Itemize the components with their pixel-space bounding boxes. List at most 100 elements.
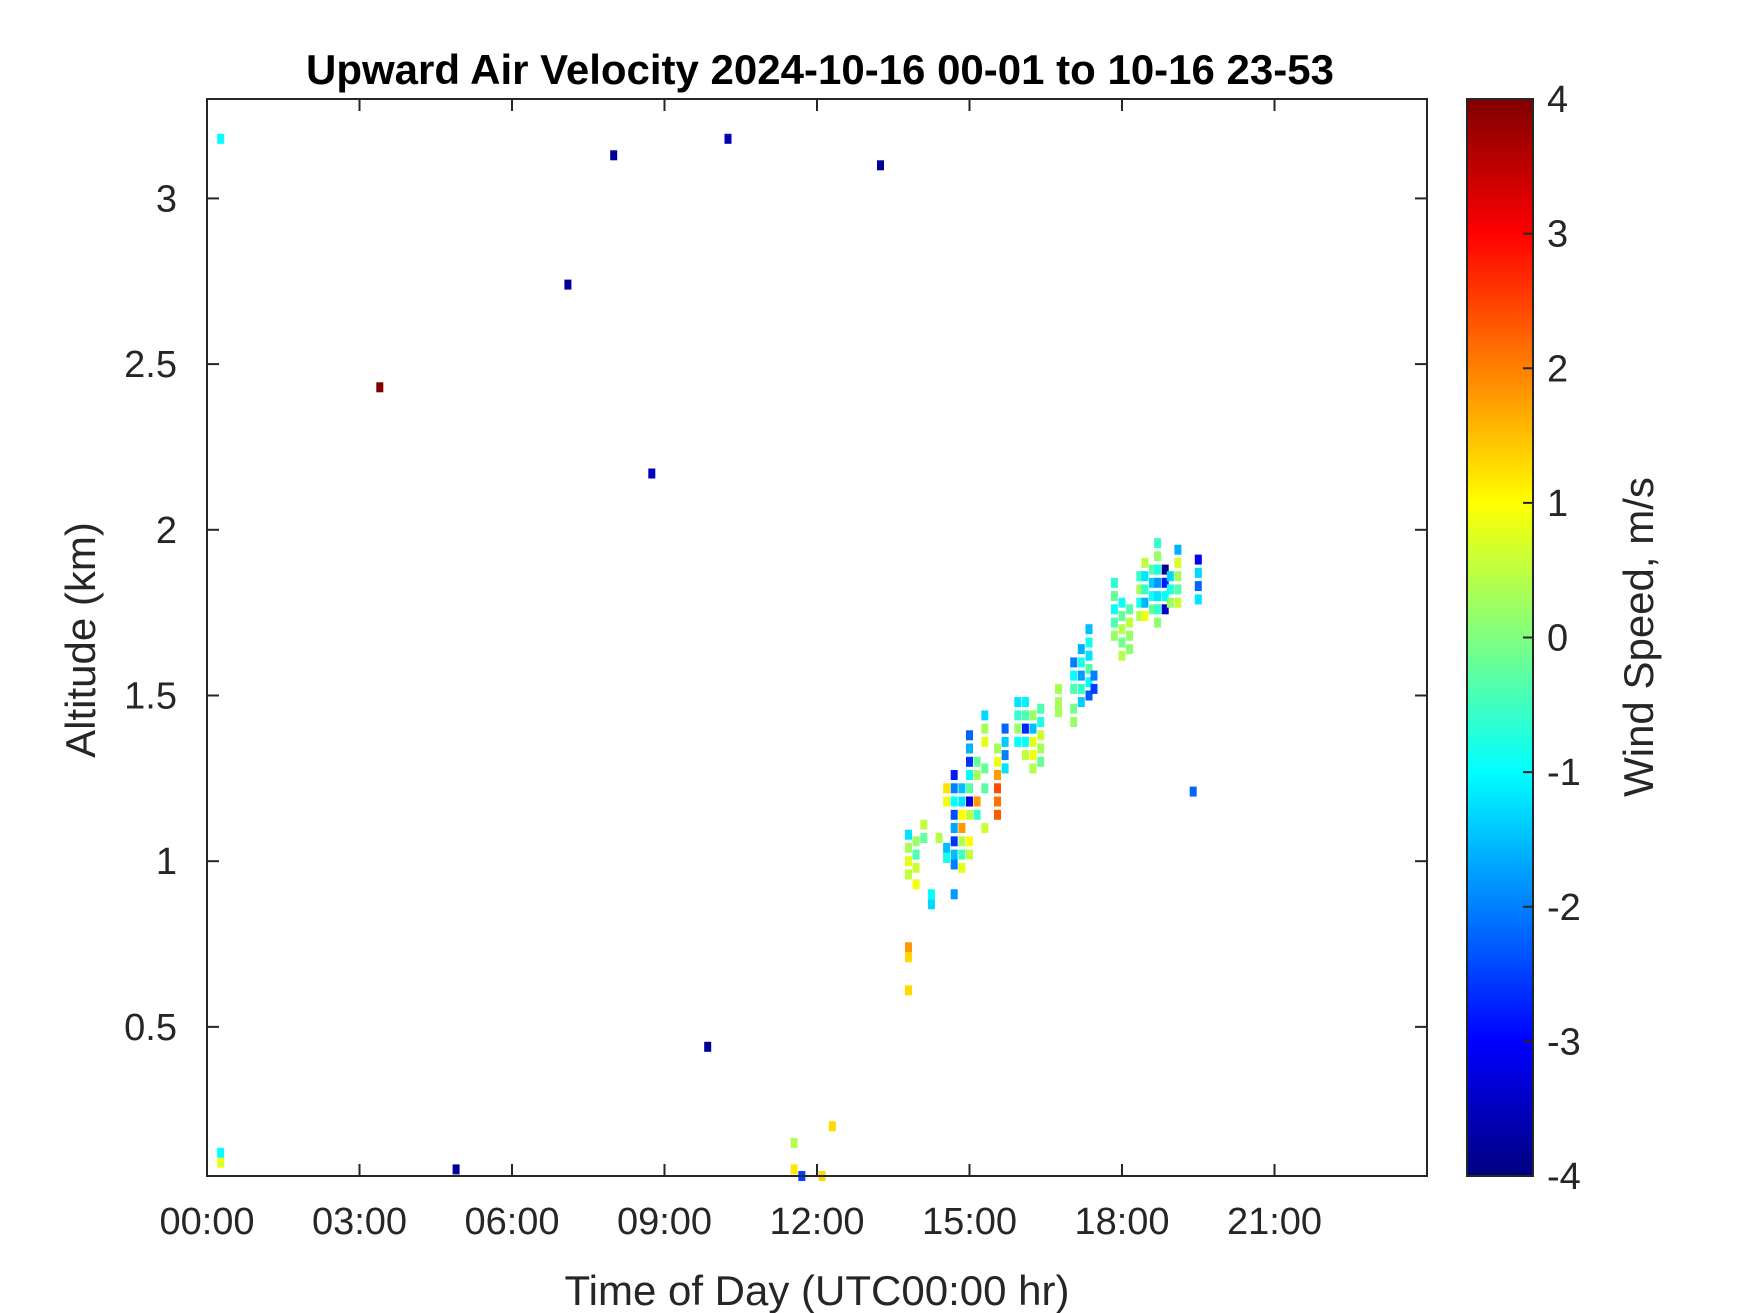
data-cell bbox=[966, 809, 973, 820]
data-cell bbox=[1029, 750, 1037, 761]
colorbar bbox=[1467, 99, 1533, 1176]
y-tick-label: 0.5 bbox=[124, 1007, 177, 1049]
x-axis-label: Time of Day (UTC00:00 hr) bbox=[565, 1267, 1070, 1313]
data-cell bbox=[994, 809, 1001, 820]
data-cell bbox=[950, 796, 958, 807]
data-cell bbox=[1174, 571, 1182, 582]
data-cell bbox=[1126, 604, 1134, 615]
data-cell bbox=[1154, 617, 1162, 628]
data-cell bbox=[1149, 604, 1156, 615]
data-cell bbox=[981, 736, 989, 747]
data-cell bbox=[905, 985, 912, 996]
data-cell bbox=[1136, 597, 1144, 608]
data-cell bbox=[704, 1041, 712, 1052]
data-cell bbox=[1154, 591, 1162, 602]
data-cell bbox=[1166, 597, 1174, 608]
data-cell bbox=[905, 952, 912, 963]
data-cell bbox=[973, 796, 981, 807]
data-cell bbox=[1070, 683, 1078, 694]
data-cell bbox=[943, 783, 951, 794]
data-cell bbox=[981, 823, 989, 833]
data-cell bbox=[1166, 571, 1174, 582]
data-cell bbox=[1136, 584, 1144, 595]
data-cell bbox=[452, 1164, 460, 1175]
colorbar-tick-label: -2 bbox=[1547, 887, 1581, 929]
data-cell bbox=[1029, 723, 1037, 734]
data-cell bbox=[958, 796, 966, 807]
data-cell bbox=[1174, 557, 1182, 568]
data-cell bbox=[1141, 557, 1149, 568]
data-cell bbox=[1174, 544, 1182, 555]
y-tick-label: 1 bbox=[156, 841, 177, 883]
data-cell bbox=[1090, 670, 1098, 681]
data-cell bbox=[1090, 683, 1098, 694]
data-cell bbox=[920, 833, 928, 843]
data-cell bbox=[1077, 683, 1085, 694]
data-cell bbox=[1021, 750, 1029, 761]
data-cell bbox=[1194, 554, 1202, 565]
data-cell bbox=[1077, 644, 1085, 655]
data-cell bbox=[966, 756, 973, 767]
data-cell bbox=[1037, 756, 1045, 767]
data-cell bbox=[943, 842, 951, 853]
data-cell bbox=[1141, 584, 1149, 595]
data-cell bbox=[1161, 564, 1169, 575]
data-cell bbox=[1174, 584, 1182, 595]
data-cell bbox=[958, 809, 966, 820]
data-cell bbox=[1014, 710, 1022, 721]
data-cell bbox=[724, 133, 732, 144]
data-cell bbox=[564, 279, 572, 290]
data-cell bbox=[648, 468, 656, 479]
data-cell bbox=[1174, 597, 1182, 608]
chart-title: Upward Air Velocity 2024-10-16 00-01 to … bbox=[306, 46, 1334, 93]
data-cell bbox=[1136, 571, 1144, 582]
data-cell bbox=[950, 849, 958, 860]
data-cell bbox=[950, 859, 958, 870]
y-tick-label: 1.5 bbox=[124, 675, 177, 717]
data-cell bbox=[1001, 750, 1009, 761]
data-cell bbox=[1021, 697, 1029, 708]
data-cell bbox=[905, 829, 912, 840]
data-cell bbox=[1055, 707, 1062, 718]
data-cell bbox=[1070, 657, 1078, 668]
data-cell bbox=[1110, 604, 1118, 615]
data-cell bbox=[1161, 604, 1169, 615]
x-tick-label: 15:00 bbox=[922, 1201, 1017, 1243]
x-axis: 00:00 03:00 06:00 09:00 12:00 15:00 18:00 21:00 bbox=[159, 99, 1322, 1243]
data-cell bbox=[1021, 710, 1029, 721]
data-cell bbox=[1029, 710, 1037, 721]
data-cell bbox=[1070, 717, 1078, 727]
data-cell bbox=[376, 382, 384, 393]
data-cell bbox=[1001, 723, 1009, 734]
data-cell bbox=[912, 849, 920, 860]
data-cell bbox=[994, 756, 1001, 767]
data-cell bbox=[1154, 551, 1162, 562]
data-cell bbox=[1149, 577, 1156, 588]
data-cell bbox=[790, 1137, 798, 1148]
data-cell bbox=[943, 796, 951, 807]
colorbar-tick-label: 3 bbox=[1547, 214, 1568, 256]
y-tick-label: 2.5 bbox=[124, 344, 177, 386]
data-cell bbox=[973, 756, 981, 767]
x-tick-label: 09:00 bbox=[617, 1201, 712, 1243]
data-cell bbox=[1136, 611, 1144, 621]
data-cell bbox=[1194, 581, 1202, 592]
data-cell bbox=[1037, 743, 1045, 754]
plot-frame bbox=[206, 98, 1428, 1177]
x-tick-label: 18:00 bbox=[1074, 1201, 1169, 1243]
data-cell bbox=[1001, 763, 1009, 774]
data-cell bbox=[1161, 577, 1169, 588]
data-cell bbox=[966, 836, 973, 847]
x-tick-label: 06:00 bbox=[464, 1201, 559, 1243]
data-cell bbox=[1077, 657, 1085, 668]
data-cell bbox=[1070, 703, 1078, 714]
colorbar-label: Wind Speed, m/s bbox=[1615, 477, 1662, 797]
data-cell bbox=[1118, 650, 1126, 661]
data-cell bbox=[1161, 591, 1169, 602]
colorbar-tick-label: -3 bbox=[1547, 1021, 1581, 1063]
data-cell bbox=[1021, 723, 1029, 734]
data-cell bbox=[920, 819, 928, 830]
data-cell bbox=[790, 1164, 798, 1175]
data-cell bbox=[1085, 624, 1093, 635]
